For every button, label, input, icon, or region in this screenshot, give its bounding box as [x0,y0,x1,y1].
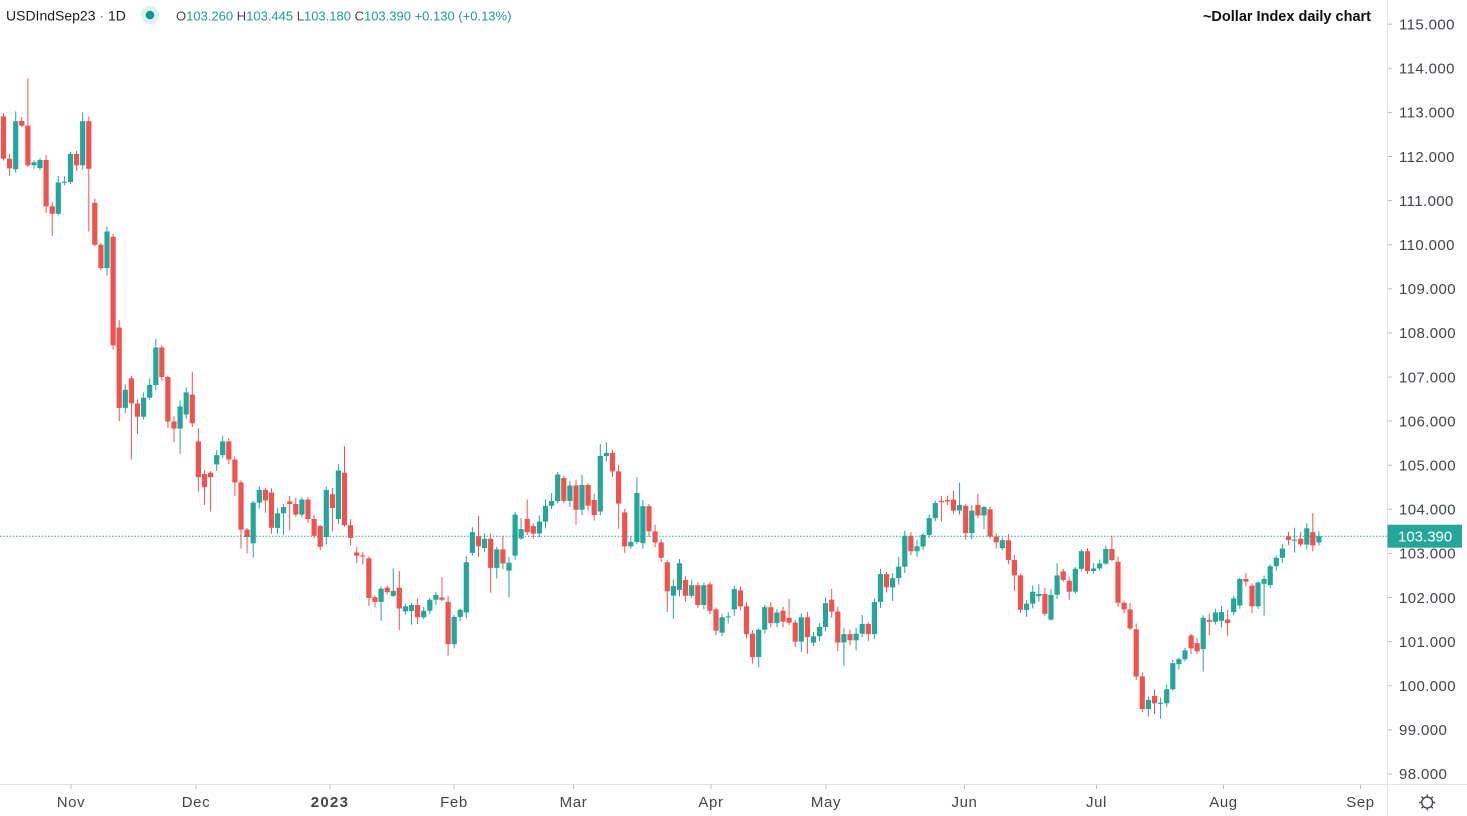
svg-text:111.000: 111.000 [1399,193,1454,210]
svg-text:101.000: 101.000 [1399,634,1456,651]
svg-text:Feb: Feb [440,794,468,811]
svg-text:Dec: Dec [182,794,210,811]
svg-text:113.000: 113.000 [1399,105,1455,122]
svg-text:109.000: 109.000 [1399,281,1456,298]
svg-text:Jul: Jul [1086,794,1107,811]
svg-text:~Dollar Index daily chart: ~Dollar Index daily chart [1203,9,1371,25]
svg-text:Apr: Apr [698,794,723,811]
svg-text:O103.260 H103.445 L103.180 C10: O103.260 H103.445 L103.180 C103.390 +0.1… [176,9,511,24]
svg-text:2023: 2023 [311,794,350,811]
svg-text:May: May [811,794,841,811]
svg-text:105.000: 105.000 [1399,458,1456,475]
svg-text:108.000: 108.000 [1399,325,1456,342]
svg-text:115.000: 115.000 [1399,17,1455,34]
svg-text:100.000: 100.000 [1399,678,1456,695]
svg-text:112.000: 112.000 [1399,149,1455,166]
svg-text:114.000: 114.000 [1399,61,1455,78]
svg-text:Aug: Aug [1209,794,1238,811]
svg-text:Mar: Mar [560,794,588,811]
svg-text:102.000: 102.000 [1399,590,1456,607]
svg-text:107.000: 107.000 [1399,369,1456,386]
svg-text:Jun: Jun [952,794,978,811]
svg-text:98.000: 98.000 [1399,766,1447,783]
svg-text:110.000: 110.000 [1399,237,1455,254]
svg-text:103.000: 103.000 [1399,546,1456,563]
svg-text:USDIndSep23 · 1D: USDIndSep23 · 1D [6,8,126,24]
svg-text:104.000: 104.000 [1399,502,1456,519]
svg-text:103.390: 103.390 [1398,529,1452,546]
svg-text:99.000: 99.000 [1399,722,1447,739]
svg-text:Sep: Sep [1346,794,1375,811]
svg-text:106.000: 106.000 [1399,413,1456,430]
svg-text:Nov: Nov [57,794,85,811]
